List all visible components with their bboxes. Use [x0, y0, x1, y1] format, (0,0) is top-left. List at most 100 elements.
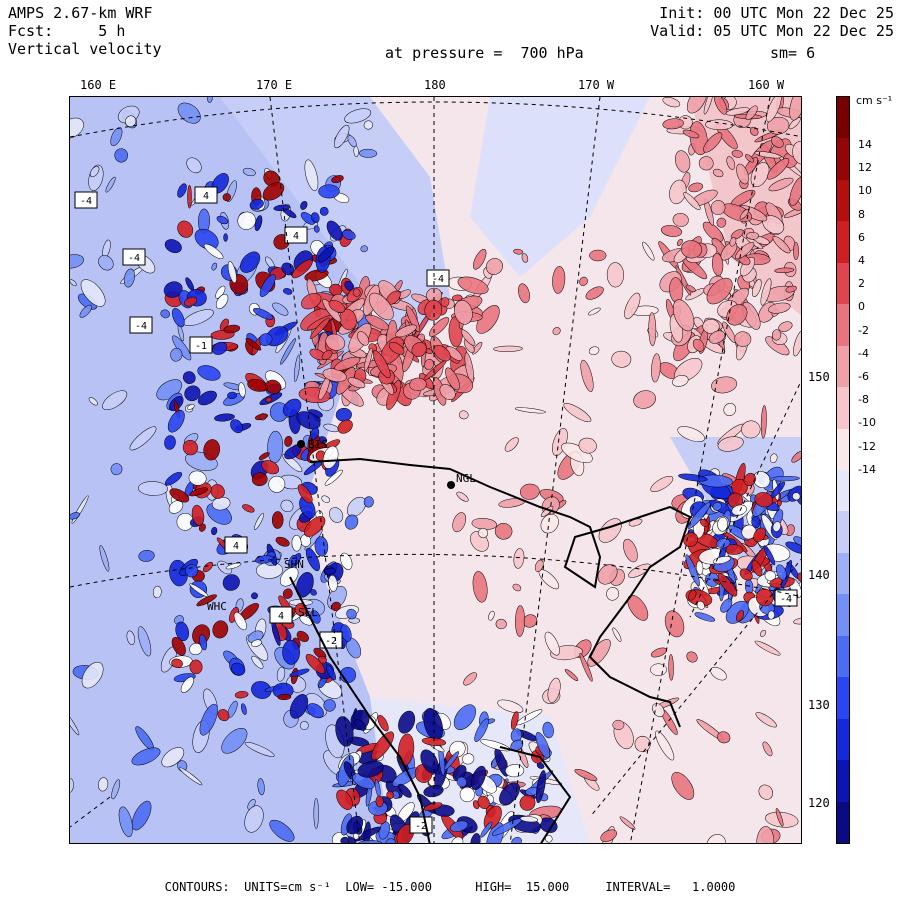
velocity-cell: [445, 367, 460, 391]
velocity-cell: [88, 397, 98, 406]
velocity-cell: [763, 545, 776, 566]
velocity-cell: [760, 278, 772, 306]
velocity-cell: [726, 304, 748, 326]
velocity-cell: [672, 299, 695, 332]
velocity-cell: [168, 500, 184, 514]
velocity-cell: [462, 753, 475, 765]
velocity-cell: [344, 108, 372, 124]
velocity-cell: [79, 304, 92, 318]
meridian-170e: [269, 97, 361, 843]
velocity-cell: [237, 211, 256, 230]
velocity-cell: [580, 359, 594, 392]
velocity-cell: [245, 337, 262, 351]
velocity-cell: [515, 605, 525, 637]
velocity-cell: [449, 740, 466, 758]
velocity-cell: [579, 276, 588, 286]
neg-region: [470, 97, 650, 277]
velocity-cell: [137, 626, 152, 657]
velocity-cell: [222, 193, 231, 202]
velocity-cell: [698, 156, 714, 171]
velocity-cell: [662, 97, 681, 108]
contour-value: -4: [135, 321, 147, 332]
velocity-cell: [129, 426, 157, 451]
colorbar-segment: [837, 138, 849, 181]
colorbar-tick-label: 0: [858, 300, 865, 314]
velocity-cell: [325, 333, 346, 351]
velocity-cell: [210, 484, 225, 499]
velocity-cell: [189, 487, 208, 497]
velocity-cell: [353, 719, 367, 731]
velocity-cell: [694, 612, 716, 622]
velocity-cell: [511, 837, 522, 843]
velocity-cell: [470, 833, 481, 843]
velocity-cell: [254, 513, 264, 530]
colorbar-segment: [837, 511, 849, 554]
velocity-cell: [768, 302, 791, 314]
velocity-cell: [269, 819, 295, 842]
velocity-cell: [544, 631, 560, 656]
velocity-cell: [161, 747, 185, 768]
contour-box: [194, 186, 218, 204]
velocity-cell: [395, 324, 417, 338]
velocity-cell: [258, 452, 270, 460]
velocity-cell: [299, 721, 309, 731]
velocity-cell: [291, 535, 302, 552]
velocity-cell: [131, 800, 152, 831]
velocity-cell: [651, 353, 661, 383]
velocity-cell: [778, 321, 793, 332]
velocity-cell: [751, 560, 763, 577]
velocity-cell: [284, 435, 293, 447]
velocity-cell: [458, 410, 469, 420]
velocity-cell: [755, 712, 777, 728]
velocity-cell: [304, 516, 326, 537]
velocity-cell: [297, 484, 313, 504]
station-dot: [297, 440, 305, 448]
velocity-cell: [251, 681, 272, 699]
velocity-cell: [672, 375, 689, 387]
velocity-cell: [311, 212, 320, 223]
velocity-cell: [110, 463, 123, 476]
contour-value: 4: [278, 611, 284, 622]
velocity-cell: [289, 668, 310, 677]
init-time: Init: 00 UTC Mon 22 Dec 25: [659, 4, 894, 22]
colorbar-segment: [837, 718, 849, 761]
velocity-cell: [753, 471, 771, 489]
velocity-cell: [589, 249, 607, 262]
velocity-cell: [184, 385, 201, 402]
velocity-cell: [519, 794, 536, 811]
velocity-cell: [293, 354, 301, 382]
velocity-cell: [70, 512, 80, 520]
colorbar-segment: [837, 594, 849, 637]
colorbar-segment: [837, 552, 849, 595]
velocity-cell: [185, 277, 195, 291]
contour-value: 4: [293, 231, 299, 242]
velocity-cell: [304, 159, 319, 192]
contour-box: [426, 269, 450, 287]
velocity-cell: [375, 795, 384, 808]
velocity-cell: [323, 699, 336, 712]
velocity-cell: [234, 691, 249, 699]
velocity-cell: [342, 229, 356, 241]
velocity-cell: [688, 182, 704, 193]
velocity-cell: [175, 621, 189, 641]
velocity-cell: [788, 117, 801, 130]
velocity-cell: [187, 184, 192, 209]
velocity-cell: [301, 293, 322, 310]
velocity-cell: [251, 472, 268, 487]
velocity-cell: [212, 620, 229, 639]
velocity-cell: [164, 471, 183, 486]
velocity-cell: [703, 132, 723, 153]
velocity-cell: [346, 608, 357, 620]
velocity-cell: [480, 821, 493, 838]
velocity-cell: [242, 167, 256, 177]
velocity-cell: [167, 410, 185, 433]
velocity-cell: [309, 317, 330, 339]
velocity-cell: [172, 307, 185, 328]
velocity-cell: [712, 502, 722, 511]
velocity-cell: [179, 767, 203, 786]
velocity-cell: [357, 331, 370, 346]
velocity-cell: [199, 703, 218, 736]
velocity-cell: [519, 816, 539, 823]
colorbar-tick-label: 8: [858, 207, 865, 221]
meridian-140w: [589, 558, 801, 818]
